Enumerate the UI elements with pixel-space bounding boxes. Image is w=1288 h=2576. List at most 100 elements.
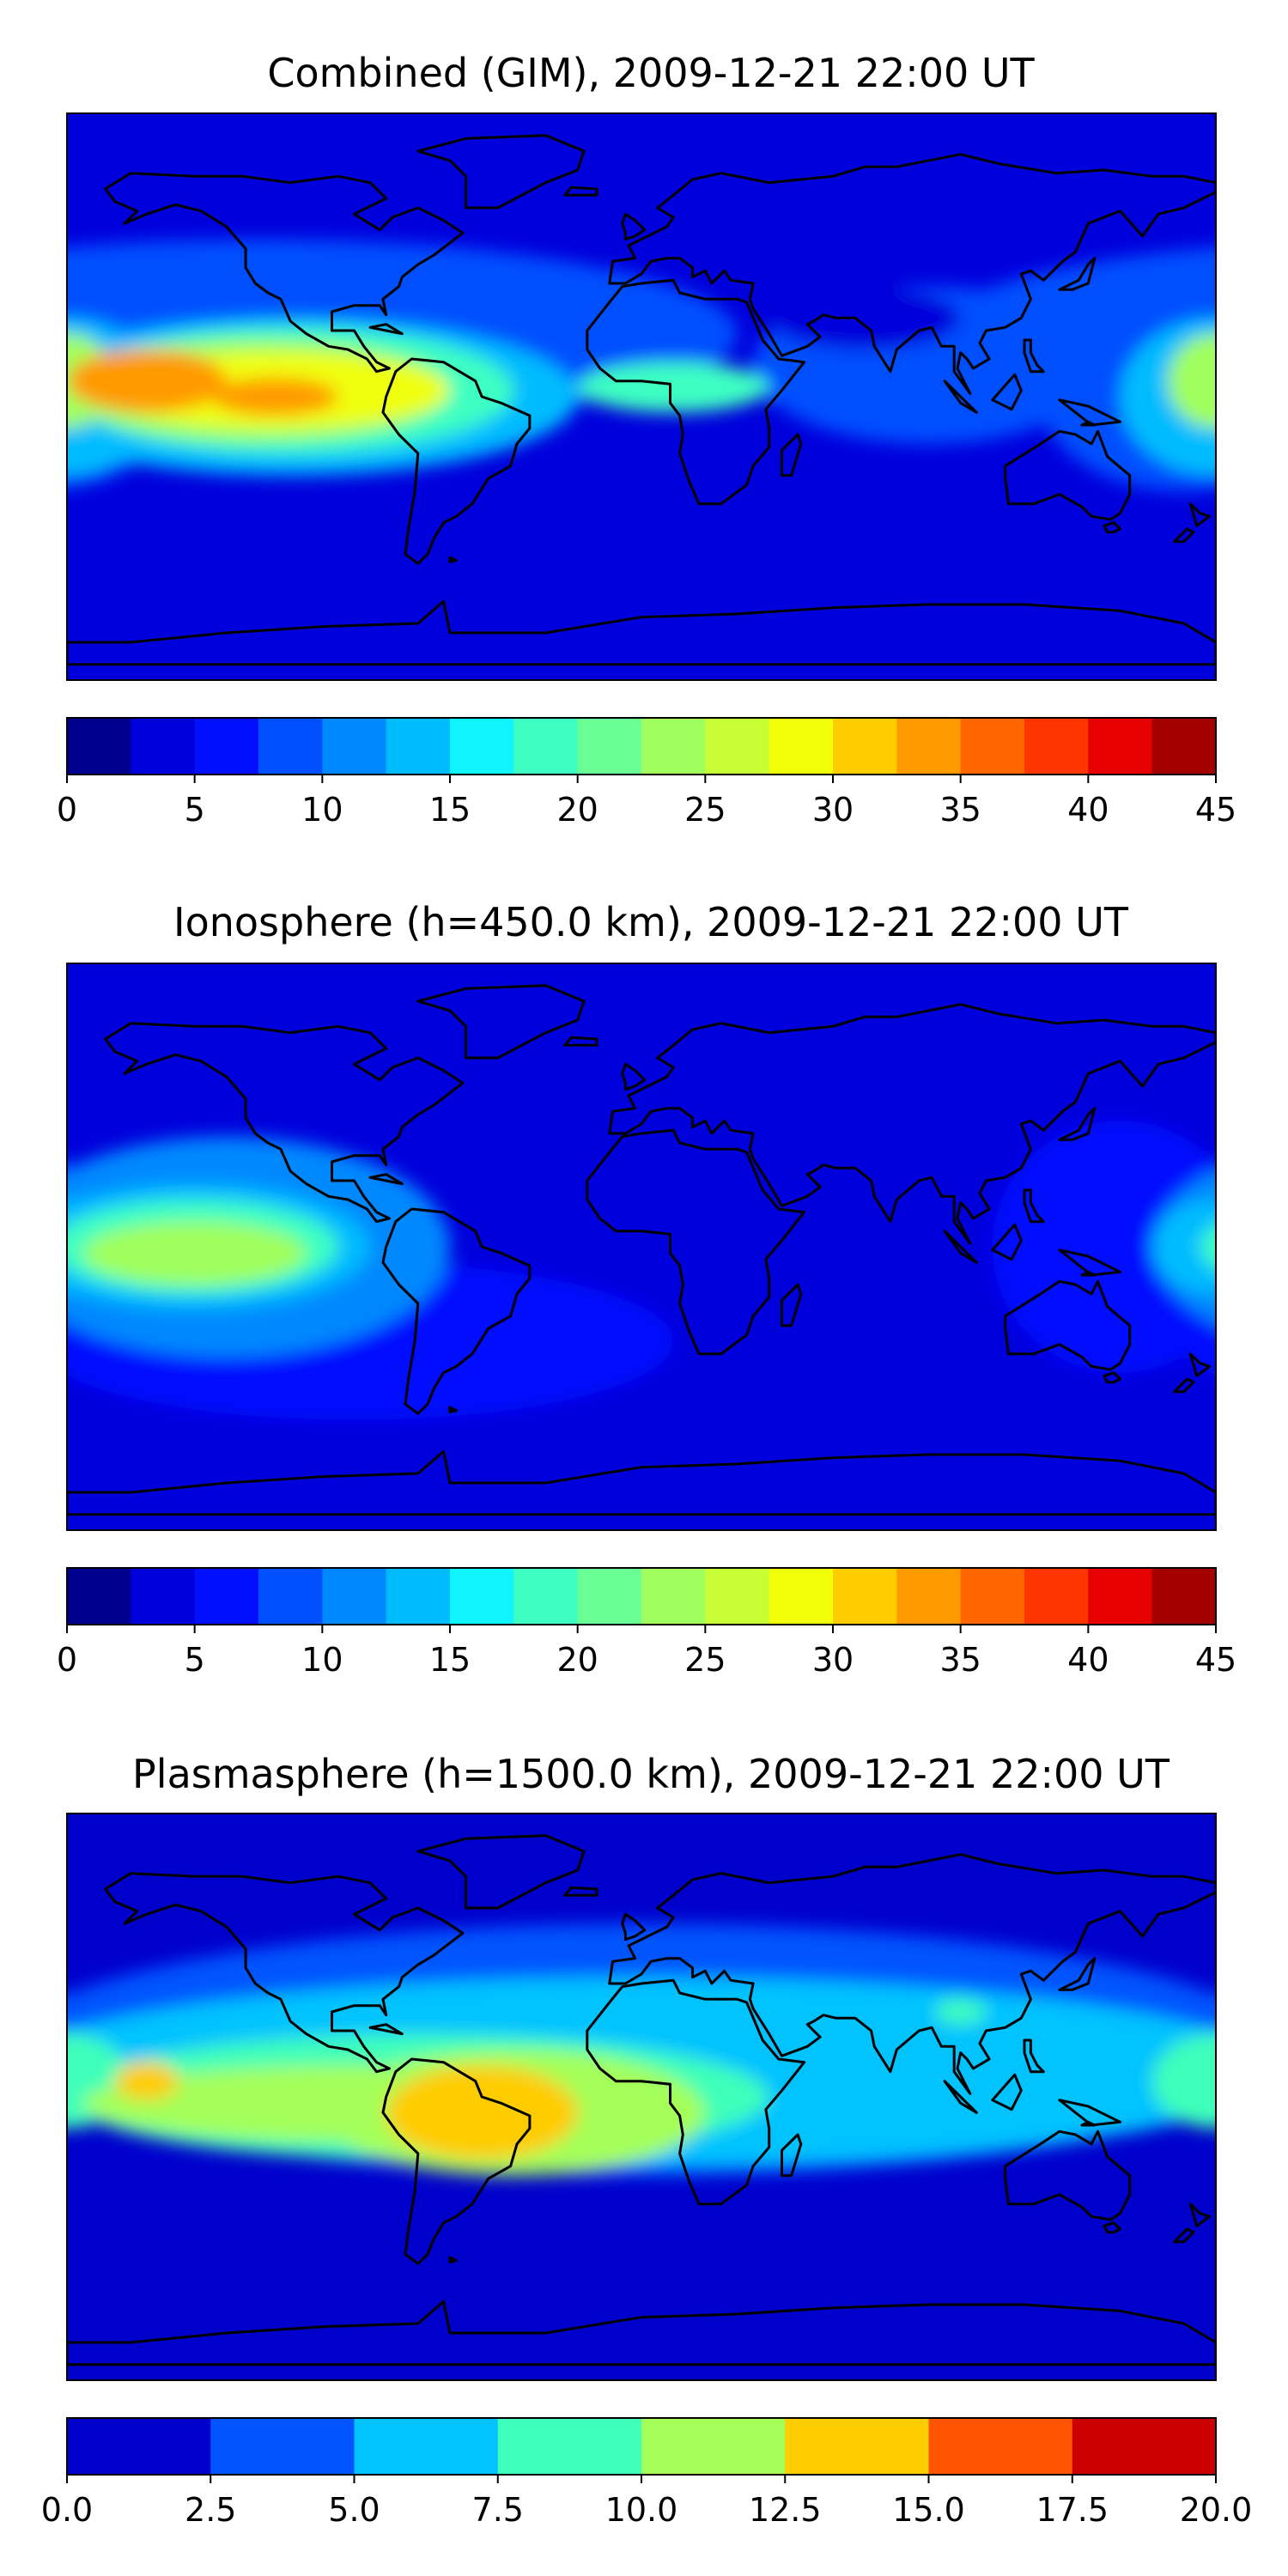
coastline bbox=[1058, 257, 1097, 291]
colorbar-tick-label: 15 bbox=[429, 791, 471, 829]
coastline bbox=[1080, 420, 1097, 427]
map-frame bbox=[66, 1813, 1217, 2381]
tec-contour-region bbox=[1151, 1200, 1216, 1294]
colorbar-segment bbox=[896, 718, 962, 775]
coastline bbox=[1080, 1270, 1097, 1277]
coastline bbox=[991, 373, 1023, 411]
coastline bbox=[1004, 429, 1132, 521]
colorbar-tick-label: 45 bbox=[1195, 791, 1236, 829]
coastline bbox=[563, 1036, 598, 1047]
colorbar-segment bbox=[210, 2418, 355, 2475]
tec-contour-region bbox=[67, 119, 1121, 170]
coastline bbox=[381, 2057, 532, 2265]
tec-contour-region bbox=[1120, 131, 1216, 159]
colorbar: 0 5 10 15 20 25 30 35 40 45 bbox=[57, 717, 1236, 829]
coastline bbox=[943, 380, 978, 414]
colorbar: 0 5 10 15 20 25 30 35 40 45 bbox=[57, 1567, 1236, 1679]
colorbar-tick-label: 35 bbox=[939, 791, 981, 829]
coastline bbox=[608, 1853, 1216, 2095]
coastline bbox=[781, 2133, 803, 2178]
colorbar-segment bbox=[1072, 2418, 1217, 2475]
coastline bbox=[1023, 338, 1045, 374]
coastline bbox=[991, 1223, 1023, 1261]
colorbar-tick-label: 30 bbox=[812, 1641, 854, 1679]
coastline bbox=[416, 984, 586, 1060]
coastline bbox=[67, 599, 1216, 666]
map-plot bbox=[66, 112, 1217, 681]
coastline bbox=[1103, 1371, 1121, 1384]
coastline bbox=[1103, 2221, 1121, 2234]
colorbar-segment bbox=[131, 1568, 196, 1625]
coastline bbox=[448, 1406, 458, 1413]
coastline bbox=[1080, 2120, 1097, 2127]
coastline bbox=[67, 1449, 1216, 1516]
colorbar-tick-label: 5 bbox=[185, 791, 205, 829]
colorbar-segment bbox=[705, 718, 770, 775]
colorbar-segment bbox=[785, 2418, 930, 2475]
coastline bbox=[1058, 1957, 1097, 1991]
colorbar-segment bbox=[769, 718, 834, 775]
colorbar-tick-label: 10.0 bbox=[605, 2491, 678, 2529]
coastline bbox=[1173, 527, 1195, 544]
colorbar-segment bbox=[386, 718, 451, 775]
colorbar-segment bbox=[1024, 718, 1089, 775]
colorbar-segment bbox=[1151, 718, 1217, 775]
chart-title: Ionosphere (h=450.0 km), 2009-12-21 22:0… bbox=[173, 899, 1129, 945]
coastline bbox=[1188, 2202, 1212, 2227]
tec-contour-region bbox=[386, 2065, 578, 2160]
tec-contour-region bbox=[769, 286, 961, 350]
colorbar-segment bbox=[769, 1568, 834, 1625]
coastline bbox=[381, 1207, 532, 1415]
coastline bbox=[943, 1230, 978, 1264]
panel-combined-gim: Combined (GIM), 2009-12-21 22:00 UT 0 5 10… bbox=[57, 50, 1236, 829]
map-plot bbox=[66, 1813, 1217, 2381]
coastline bbox=[1058, 1107, 1097, 1141]
colorbar-segment bbox=[386, 1568, 451, 1625]
colorbar-tick-label: 40 bbox=[1067, 791, 1109, 829]
coastline bbox=[448, 2256, 458, 2263]
colorbar-tick-label: 10 bbox=[301, 1641, 343, 1679]
colorbar-tick-label: 7.5 bbox=[472, 2491, 524, 2529]
coastline bbox=[1023, 1188, 1045, 1224]
colorbar-tick-label: 0 bbox=[57, 1641, 77, 1679]
colorbar-segment bbox=[641, 2418, 786, 2475]
coastline bbox=[368, 323, 404, 336]
coastline bbox=[563, 1886, 598, 1897]
coastline bbox=[368, 2023, 404, 2036]
coastline bbox=[1103, 521, 1121, 534]
colorbar-tick-label: 15.0 bbox=[892, 2491, 965, 2529]
colorbar-tick-label: 12.5 bbox=[749, 2491, 822, 2529]
colorbar-segment bbox=[450, 1568, 514, 1625]
tec-contour-region bbox=[1168, 333, 1216, 428]
coastline bbox=[1188, 502, 1212, 527]
coastline bbox=[1004, 2129, 1132, 2221]
colorbar-segment bbox=[1024, 1568, 1089, 1625]
tec-contour-region bbox=[386, 491, 1025, 586]
colorbar-tick-label: 30 bbox=[812, 791, 854, 829]
colorbar-segment bbox=[450, 718, 514, 775]
colorbar-segment bbox=[1151, 1568, 1217, 1625]
colorbar-segment bbox=[705, 1568, 770, 1625]
colorbar-segment bbox=[960, 718, 1025, 775]
panel-ionosphere: Ionosphere (h=450.0 km), 2009-12-21 22:0… bbox=[57, 899, 1236, 1679]
colorbar-tick-label: 20.0 bbox=[1180, 2491, 1253, 2529]
tec-contour-region bbox=[992, 1121, 1216, 1373]
colorbar-tick-label: 35 bbox=[939, 1641, 981, 1679]
colorbar-tick-label: 5.0 bbox=[328, 2491, 380, 2529]
coastline bbox=[586, 1978, 806, 2206]
colorbar-tick-label: 20 bbox=[556, 1641, 598, 1679]
chart-title: Plasmasphere (h=1500.0 km), 2009-12-21 2… bbox=[132, 1751, 1170, 1797]
colorbar: 0.0 2.5 5.0 7.5 10.0 12.5 15.0 17.5 20.0 bbox=[41, 2417, 1253, 2529]
colorbar-tick-label: 40 bbox=[1067, 1641, 1109, 1679]
colorbar-segment bbox=[194, 718, 259, 775]
coastline bbox=[991, 2073, 1023, 2111]
tec-contour-region bbox=[934, 1999, 987, 2025]
colorbar-segment bbox=[513, 1568, 579, 1625]
tec-contour-region bbox=[67, 349, 227, 413]
tec-contour-region bbox=[185, 1240, 301, 1267]
coastline bbox=[781, 433, 803, 477]
colorbar-tick-label: 20 bbox=[556, 791, 598, 829]
colorbar-tick-label: 5 bbox=[185, 1641, 205, 1679]
colorbar-segment bbox=[641, 1568, 706, 1625]
